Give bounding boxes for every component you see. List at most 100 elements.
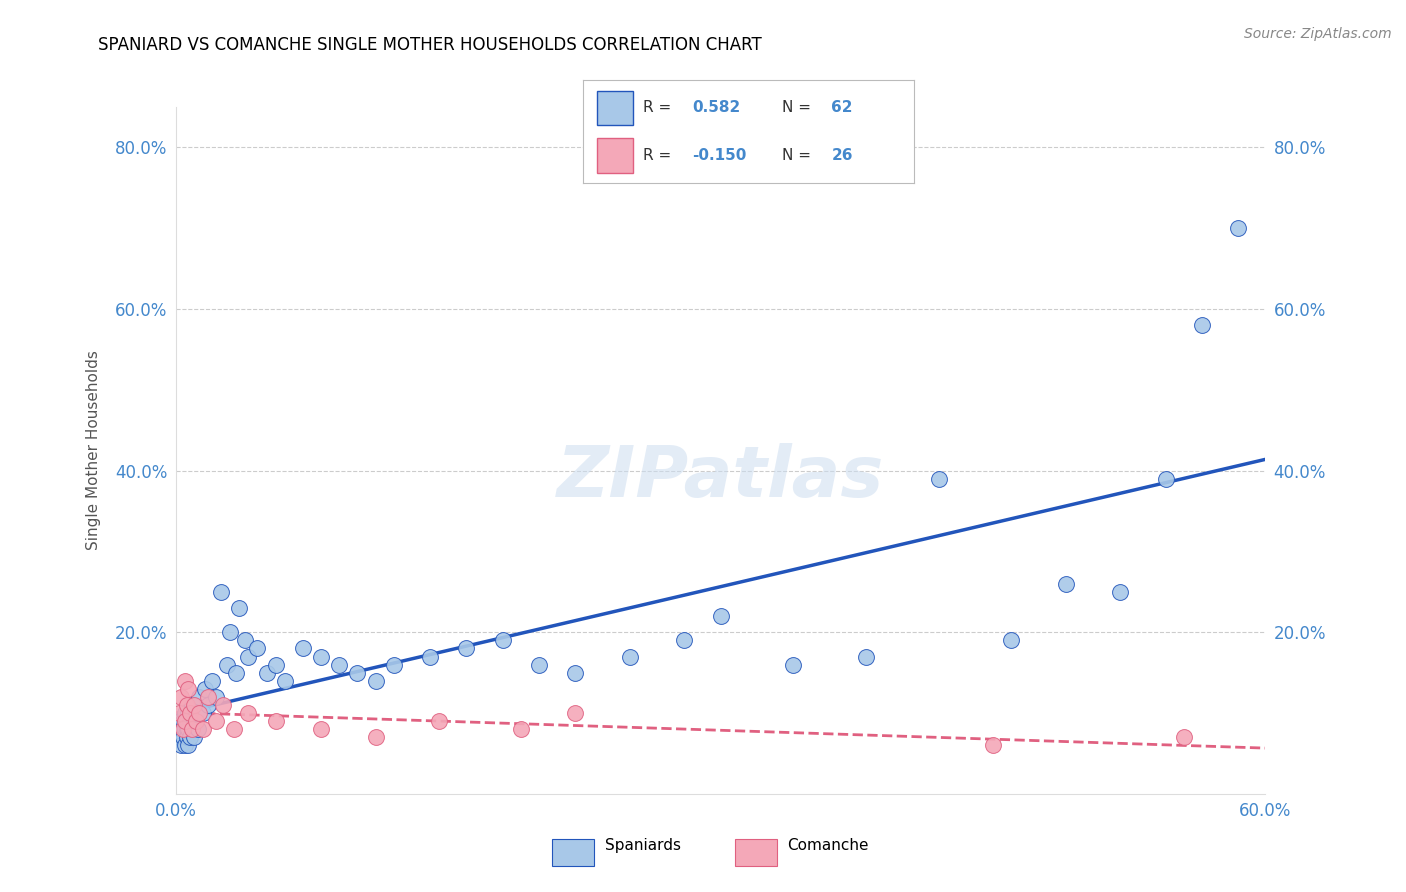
Point [619, 649, 641, 664]
Point [228, 601, 250, 615]
Point [176, 723, 198, 737]
Point [238, 649, 260, 664]
Point [855, 649, 877, 664]
Point [177, 681, 200, 696]
Point [1109, 585, 1132, 599]
Point [179, 706, 201, 720]
Point [209, 585, 232, 599]
Point [981, 739, 1004, 753]
Point [197, 698, 219, 712]
Text: -0.150: -0.150 [693, 148, 747, 162]
Point [201, 673, 224, 688]
Point [219, 625, 242, 640]
Point [1154, 472, 1177, 486]
Point [527, 657, 550, 672]
Point [256, 665, 278, 680]
Point [173, 673, 195, 688]
Point [328, 657, 350, 672]
Point [179, 731, 201, 745]
Point [264, 657, 287, 672]
Bar [596, 137, 633, 173]
Point [177, 706, 200, 720]
Point [170, 723, 193, 737]
Point [419, 649, 441, 664]
Point [1054, 576, 1077, 591]
Point [204, 690, 226, 704]
Text: Spaniards: Spaniards [605, 838, 681, 853]
Text: Source: ZipAtlas.com: Source: ZipAtlas.com [1244, 27, 1392, 41]
Text: R =: R = [643, 101, 671, 115]
Point [183, 731, 205, 745]
Point [204, 714, 226, 728]
Point [181, 698, 204, 712]
Point [169, 706, 191, 720]
Text: Comanche: Comanche [787, 838, 869, 853]
Point [188, 690, 211, 704]
Point [564, 665, 586, 680]
Point [184, 706, 207, 720]
Point [233, 633, 256, 648]
Text: 0.582: 0.582 [693, 101, 741, 115]
Point [456, 641, 478, 656]
Point [782, 657, 804, 672]
Point [309, 723, 332, 737]
Point [176, 714, 198, 728]
Point [382, 657, 405, 672]
Point [169, 731, 191, 745]
Point [1191, 318, 1213, 333]
Point [291, 641, 314, 656]
Point [184, 714, 207, 728]
Bar [596, 91, 633, 126]
Y-axis label: Single Mother Households: Single Mother Households [86, 351, 101, 550]
Point [225, 665, 247, 680]
Point [212, 698, 235, 712]
Bar [734, 838, 776, 866]
Point [176, 698, 198, 712]
Point [1173, 731, 1195, 745]
Point [183, 714, 205, 728]
Point [170, 690, 193, 704]
Point [364, 731, 387, 745]
Point [309, 649, 332, 664]
Text: 26: 26 [831, 148, 853, 162]
Point [173, 723, 195, 737]
Text: SPANIARD VS COMANCHE SINGLE MOTHER HOUSEHOLDS CORRELATION CHART: SPANIARD VS COMANCHE SINGLE MOTHER HOUSE… [98, 36, 762, 54]
Point [194, 681, 217, 696]
Point [173, 739, 195, 753]
Point [427, 714, 450, 728]
Point [186, 723, 209, 737]
Point [179, 714, 201, 728]
Point [183, 698, 205, 712]
Text: R =: R = [643, 148, 671, 162]
Point [1227, 221, 1250, 235]
Point [172, 731, 194, 745]
Point [264, 714, 287, 728]
Point [177, 739, 200, 753]
Point [191, 723, 214, 737]
Point [509, 723, 531, 737]
Point [710, 609, 733, 624]
Point [172, 714, 194, 728]
Text: ZIPatlas: ZIPatlas [557, 443, 884, 512]
Point [170, 739, 193, 753]
Point [492, 633, 515, 648]
Point [1000, 633, 1022, 648]
Point [274, 673, 297, 688]
Point [176, 731, 198, 745]
Point [177, 723, 200, 737]
Point [222, 723, 245, 737]
Text: N =: N = [782, 101, 811, 115]
Point [364, 673, 387, 688]
Point [246, 641, 269, 656]
Point [673, 633, 696, 648]
Text: N =: N = [782, 148, 811, 162]
Bar [551, 838, 593, 866]
Text: 62: 62 [831, 101, 853, 115]
Point [172, 723, 194, 737]
Point [188, 706, 211, 720]
Point [564, 706, 586, 720]
Point [173, 706, 195, 720]
Point [197, 690, 219, 704]
Point [181, 723, 204, 737]
Point [215, 657, 238, 672]
